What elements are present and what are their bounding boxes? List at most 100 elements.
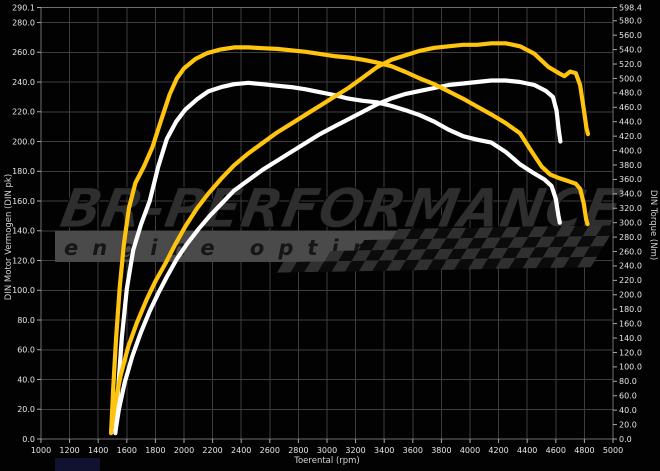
checker-cell [398,239,419,250]
right-tick-label: 300.0 [619,218,642,227]
checker-cell [432,228,453,239]
checker-cell [549,257,570,268]
checker-cell [433,248,454,260]
checker-cell [419,249,440,260]
checker-cell [467,237,488,249]
left-axis-title: DIN Motor Vermogen (DIN pk) [4,174,14,300]
right-tick-label: 360.0 [619,175,642,184]
checker-cell [582,225,603,237]
checker-cell [357,239,378,251]
checker-cell [577,256,598,268]
checker-cell [480,237,501,249]
right-tick-label: 0.0 [619,435,632,444]
checker-cell [521,236,542,248]
checker-cell [345,260,366,272]
watermark-layer: BR-PERFORMANCE engine optimisation [55,176,627,273]
left-tick-label: 140.0 [12,227,35,236]
checker-cell [405,228,426,240]
checker-cell [508,257,529,269]
x-tick-label: 2000 [174,446,194,455]
left-tick-label: 160.0 [12,197,35,206]
checker-cell [391,228,412,240]
checker-cell [542,246,563,258]
checker-cell [459,227,480,239]
checker-cell [413,259,434,271]
right-tick-label: 140.0 [619,334,642,343]
left-tick-label: 180.0 [12,167,35,176]
checker-cell [500,226,521,238]
right-tick-label: 100.0 [619,363,642,372]
checker-cell [583,246,604,257]
checker-cell [426,238,447,250]
right-tick-label: 540.0 [619,45,642,54]
right-tick-label: 20.0 [619,420,637,429]
x-tick-label: 1800 [145,446,165,455]
checker-cell [536,257,557,269]
checker-cell [514,226,535,238]
checker-cell [460,248,481,260]
checker-cell [276,261,297,273]
checker-cell [528,247,549,258]
checker-cell [372,260,393,271]
x-tick-label: 3600 [403,446,423,455]
x-tick-label: 3000 [317,446,337,455]
checker-cell [473,227,494,239]
left-tick-label: 80.0 [17,316,35,325]
right-tick-label: 440.0 [619,118,642,127]
right-tick-label: 340.0 [619,190,642,199]
x-tick-label: 1400 [88,446,108,455]
x-tick-label: 4200 [488,446,508,455]
right-tick-label: 420.0 [619,132,642,141]
right-tick-label: 280.0 [619,233,642,242]
left-tick-label: 0.0 [22,435,35,444]
watermark-brand-text: BR-PERFORMANCE [56,176,627,240]
x-tick-label: 4800 [574,446,594,455]
x-tick-label: 3400 [374,446,394,455]
x-tick-label: 2800 [288,446,308,455]
checker-cell [427,259,448,271]
checker-cell [576,235,597,247]
right-tick-label: 320.0 [619,204,642,213]
right-tick-label: 160.0 [619,319,642,328]
right-tick-label: 200.0 [619,291,642,300]
x-tick-label: 3200 [345,446,365,455]
left-tick-label: 20.0 [17,405,35,414]
right-tick-label: 520.0 [619,60,642,69]
checker-cell [488,247,509,259]
right-tick-label: 60.0 [619,392,637,401]
checker-cell [317,261,338,272]
left-tick-label: 40.0 [17,375,35,384]
checker-cell [290,261,311,273]
right-tick-label: 120.0 [619,348,642,357]
checker-cell [589,235,610,247]
right-tick-label: 220.0 [619,276,642,285]
checker-cell [324,250,345,262]
right-tick-label: 598.4 [619,3,642,12]
x-tick-label: 4600 [546,446,566,455]
right-tick-label: 500.0 [619,74,642,83]
checker-cell [371,239,392,251]
left-tick-label: 240.0 [12,78,35,87]
checker-cell [447,248,468,260]
checker-cell [454,258,475,270]
right-tick-label: 80.0 [619,377,637,386]
checker-cell [453,238,474,249]
x-tick-label: 4000 [460,446,480,455]
right-tick-label: 380.0 [619,161,642,170]
checker-cell [563,256,584,268]
highlight-artifact [55,458,100,471]
checker-cell [439,238,460,250]
curve-torque-stock-white [113,80,562,436]
checker-cell [365,249,386,261]
x-tick-label: 1600 [117,446,137,455]
axes-layer: 1000 1200 1400 1600 1800 2000 2200 2400 2600 2800… [12,3,642,455]
checker-cell [358,260,379,272]
left-tick-label: 100.0 [12,286,35,295]
checker-cell [495,258,516,269]
checker-cell [562,236,583,247]
right-tick-label: 240.0 [619,262,642,271]
left-tick-label: 200.0 [12,137,35,146]
right-axis-title: DIN Torque (Nm) [648,190,658,260]
